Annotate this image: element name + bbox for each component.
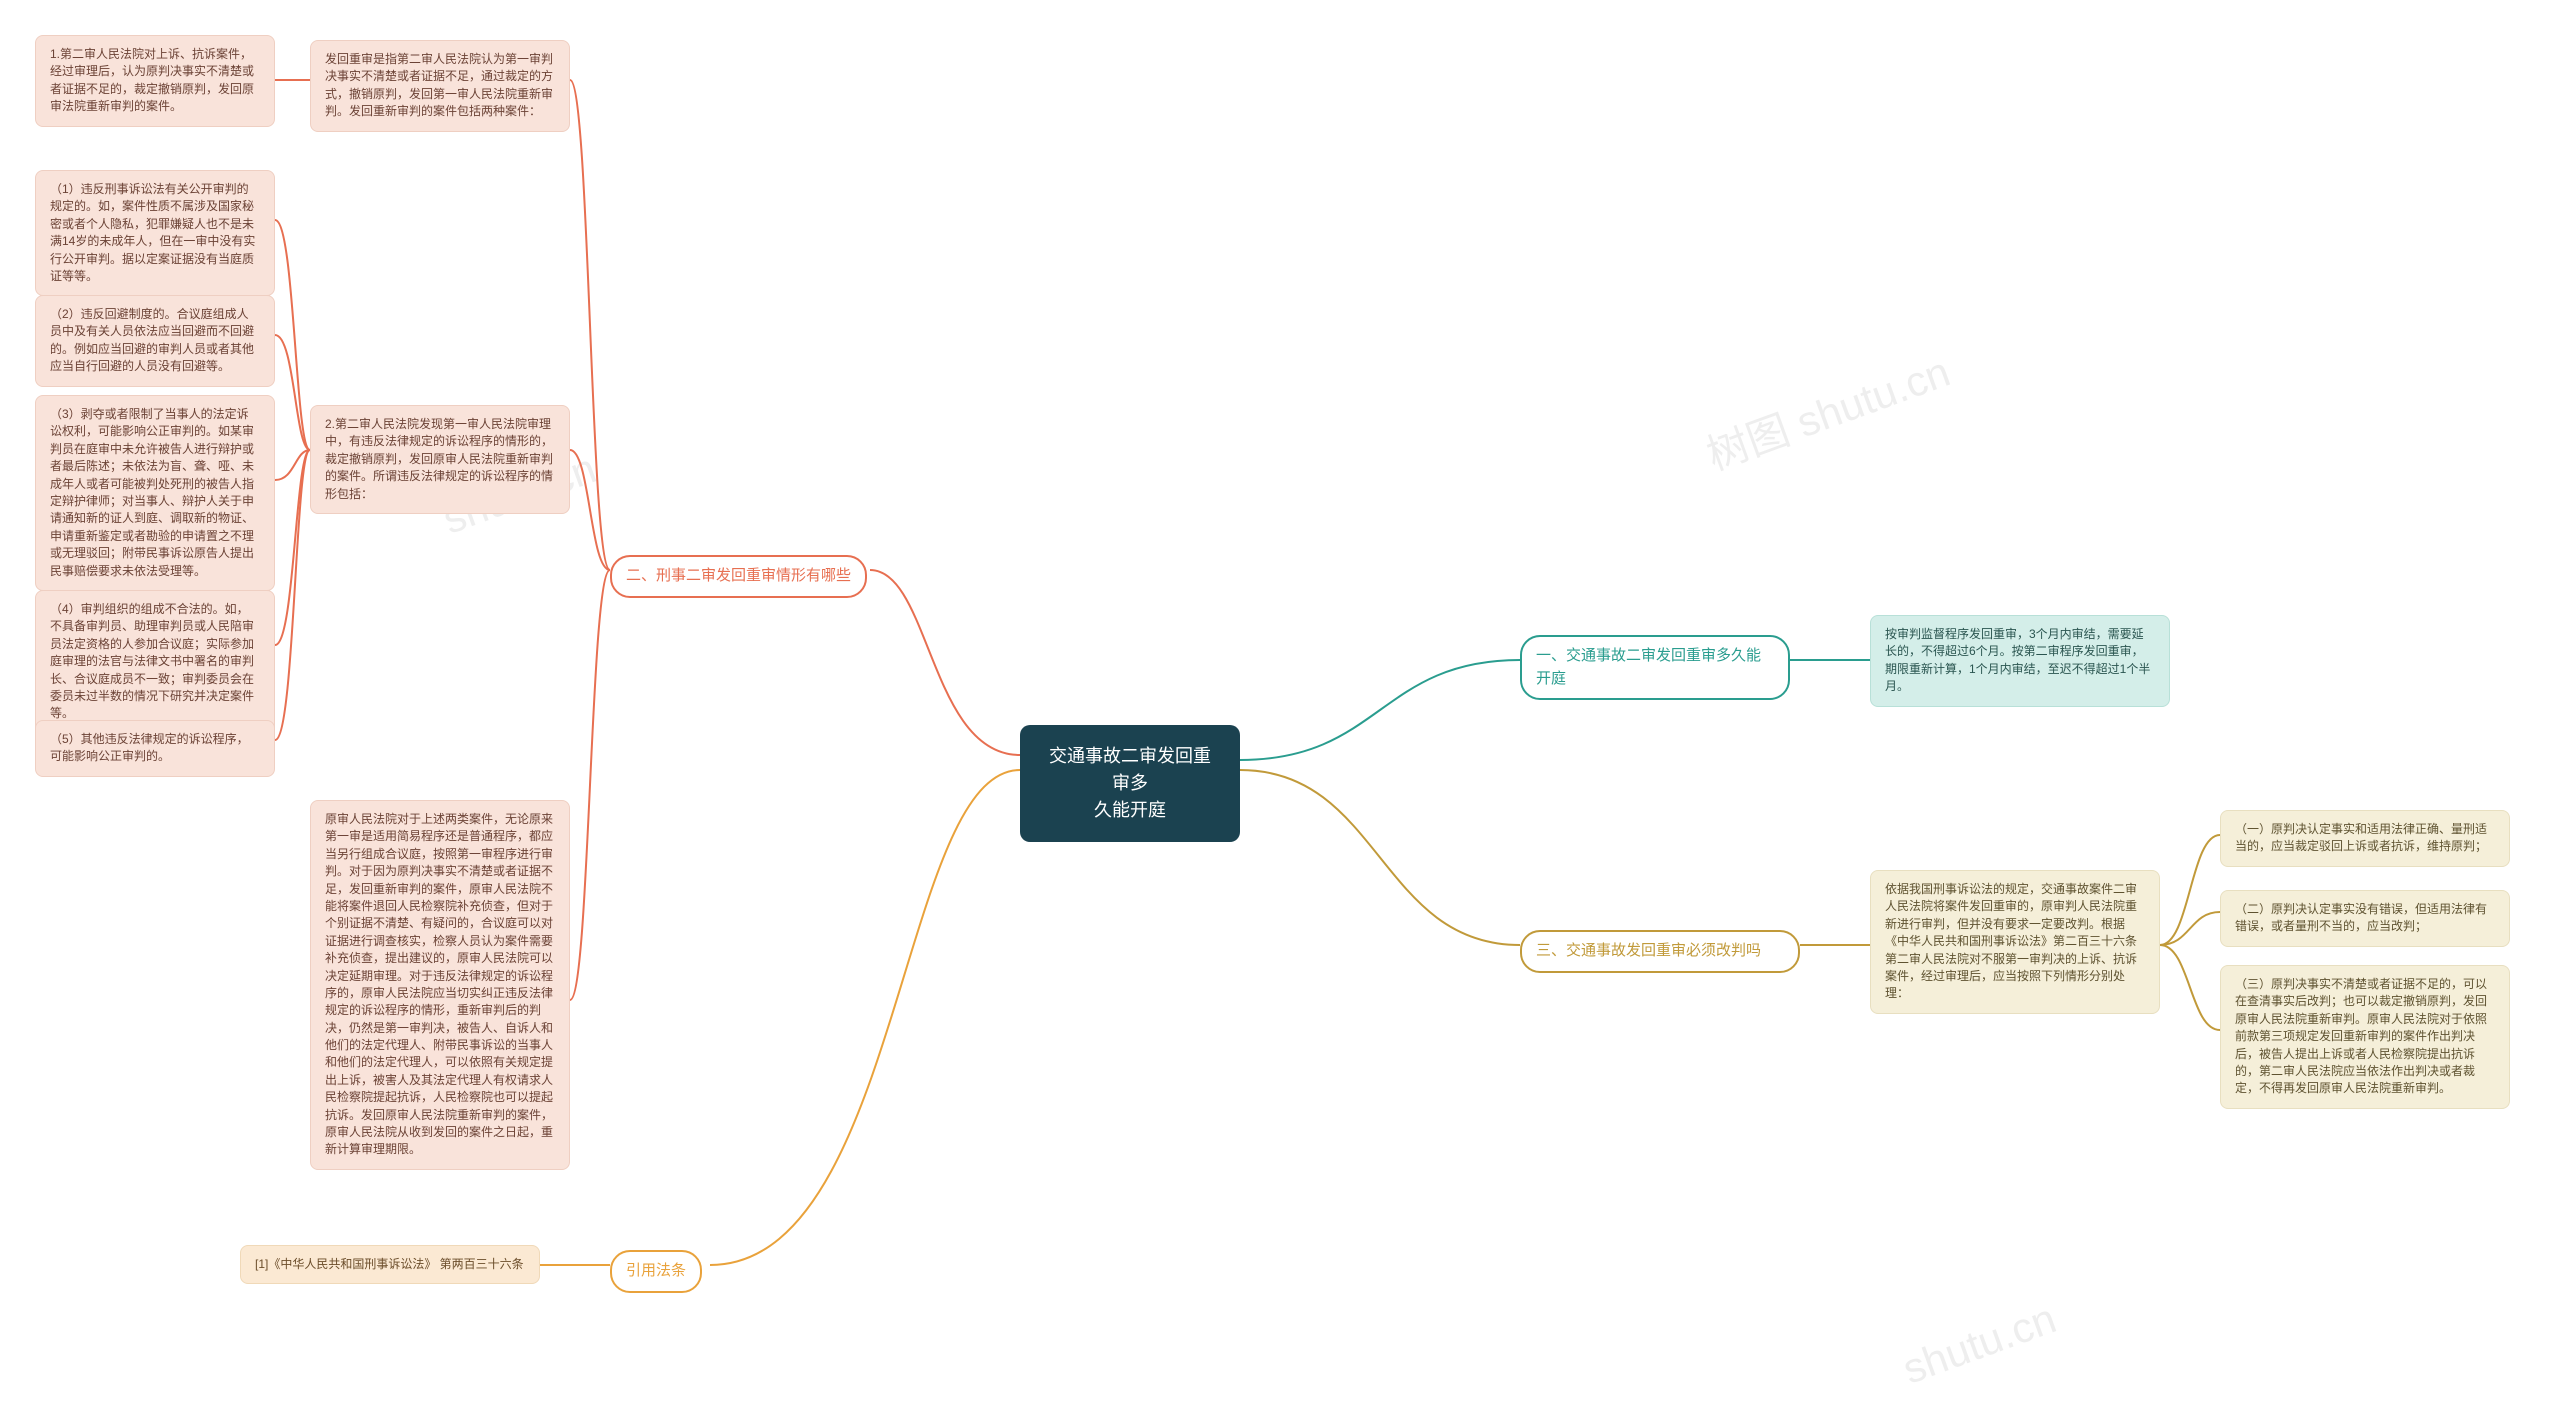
connectors	[0, 0, 2560, 1425]
